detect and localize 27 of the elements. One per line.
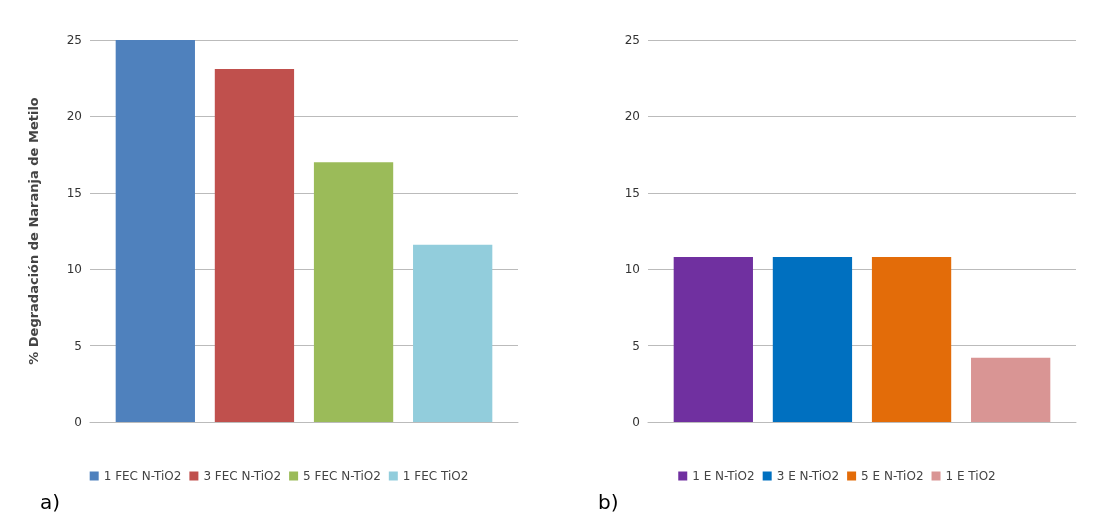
y-axis-title: % Degradación de Naranja de Metilo <box>26 97 41 365</box>
legend-label: 3 FEC N-TiO2 <box>203 469 282 483</box>
bar <box>115 40 195 422</box>
y-tick-label: 5 <box>74 338 82 353</box>
y-tick-label: 25 <box>66 33 82 47</box>
y-tick-label: 0 <box>632 415 640 429</box>
y-tick-label: 10 <box>66 262 82 277</box>
bar <box>413 244 493 422</box>
y-tick-label: 15 <box>624 185 640 200</box>
bar <box>214 69 295 422</box>
legend-label: 5 E N-TiO2 <box>861 469 924 483</box>
y-tick-label: 20 <box>66 109 82 124</box>
y-tick-label: 20 <box>624 109 640 124</box>
text: a) <box>40 490 61 514</box>
text: b) <box>598 490 619 514</box>
legend-label: 1 E TiO2 <box>945 469 996 483</box>
legend-label: 1 FEC TiO2 <box>402 469 469 483</box>
legend-label: 1 FEC N-TiO2 <box>103 469 182 483</box>
y-tick-label: 15 <box>66 185 82 200</box>
y-tick-label: 25 <box>624 33 640 47</box>
y-tick-label: 0 <box>74 415 82 429</box>
bar <box>313 162 394 422</box>
y-tick-label: 5 <box>632 338 640 353</box>
y-tick-label: 10 <box>624 262 640 277</box>
legend-label: 1 E N-TiO2 <box>692 469 755 483</box>
legend-label: 5 FEC N-TiO2 <box>303 469 381 483</box>
legend-label: 3 E N-TiO2 <box>776 469 840 483</box>
